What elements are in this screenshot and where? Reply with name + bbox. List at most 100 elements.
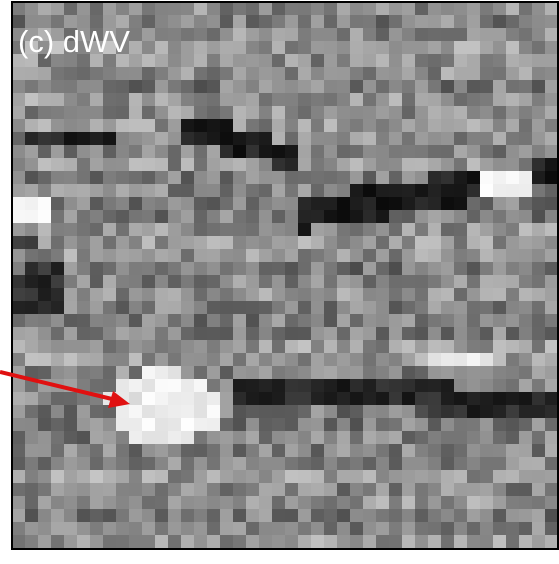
pixel — [298, 67, 312, 81]
pixel — [480, 236, 494, 250]
pixel — [207, 93, 221, 107]
pixel — [376, 457, 390, 471]
pixel — [324, 314, 338, 328]
pixel — [259, 145, 273, 159]
pixel — [467, 210, 481, 224]
pixel — [350, 15, 364, 29]
pixel — [480, 457, 494, 471]
pixel — [480, 262, 494, 276]
pixel — [402, 210, 416, 224]
pixel — [181, 314, 195, 328]
pixel — [207, 496, 221, 510]
pixel — [220, 496, 234, 510]
pixel — [285, 15, 299, 29]
pixel — [389, 119, 403, 133]
pixel — [51, 119, 65, 133]
pixel — [285, 353, 299, 367]
pixel — [493, 548, 507, 562]
pixel — [207, 379, 221, 393]
pixel — [90, 509, 104, 523]
pixel — [532, 418, 546, 432]
pixel — [441, 496, 455, 510]
pixel — [480, 418, 494, 432]
pixel — [480, 106, 494, 120]
pixel — [25, 80, 39, 94]
pixel — [493, 470, 507, 484]
pixel — [142, 106, 156, 120]
pixel — [285, 41, 299, 55]
pixel — [25, 496, 39, 510]
pixel — [376, 431, 390, 445]
pixel — [64, 405, 78, 419]
pixel — [116, 106, 130, 120]
pixel — [246, 301, 260, 315]
pixel — [363, 353, 377, 367]
pixel — [259, 41, 273, 55]
pixel — [38, 392, 52, 406]
pixel — [467, 457, 481, 471]
pixel — [467, 249, 481, 263]
pixel — [25, 353, 39, 367]
pixel — [441, 392, 455, 406]
pixel — [428, 379, 442, 393]
pixel — [181, 158, 195, 172]
pixel — [506, 288, 520, 302]
pixel — [259, 223, 273, 237]
pixel — [298, 496, 312, 510]
figure-panel: (c) dWV — [0, 0, 559, 564]
pixel — [129, 483, 143, 497]
pixel — [194, 353, 208, 367]
pixel — [454, 15, 468, 29]
pixel — [25, 132, 39, 146]
pixel — [350, 119, 364, 133]
pixel — [12, 509, 26, 523]
pixel — [181, 470, 195, 484]
pixel — [77, 93, 91, 107]
pixel — [64, 418, 78, 432]
pixel — [129, 41, 143, 55]
pixel — [298, 340, 312, 354]
pixel — [441, 106, 455, 120]
pixel — [454, 379, 468, 393]
pixel — [402, 509, 416, 523]
pixel — [285, 340, 299, 354]
pixel — [545, 132, 559, 146]
pixel — [181, 262, 195, 276]
pixel — [363, 197, 377, 211]
pixel — [389, 444, 403, 458]
pixel — [181, 15, 195, 29]
pixel — [311, 431, 325, 445]
pixel — [415, 548, 429, 562]
pixel — [337, 41, 351, 55]
pixel — [103, 184, 117, 198]
pixel — [12, 379, 26, 393]
pixel — [272, 405, 286, 419]
pixel — [103, 262, 117, 276]
pixel — [415, 249, 429, 263]
pixel — [415, 54, 429, 68]
pixel — [376, 223, 390, 237]
pixel — [532, 431, 546, 445]
pixel — [285, 431, 299, 445]
pixel — [103, 2, 117, 16]
pixel — [350, 28, 364, 42]
pixel — [90, 2, 104, 16]
pixel — [493, 67, 507, 81]
pixel — [415, 470, 429, 484]
pixel — [350, 236, 364, 250]
pixel — [25, 288, 39, 302]
pixel — [220, 67, 234, 81]
pixel — [90, 340, 104, 354]
pixel — [103, 535, 117, 549]
pixel — [51, 418, 65, 432]
pixel — [324, 15, 338, 29]
pixel — [12, 132, 26, 146]
pixel — [12, 535, 26, 549]
pixel — [90, 366, 104, 380]
pixel — [116, 470, 130, 484]
pixel — [51, 483, 65, 497]
pixel — [168, 288, 182, 302]
pixel — [454, 548, 468, 562]
pixel — [194, 54, 208, 68]
pixel — [519, 171, 533, 185]
